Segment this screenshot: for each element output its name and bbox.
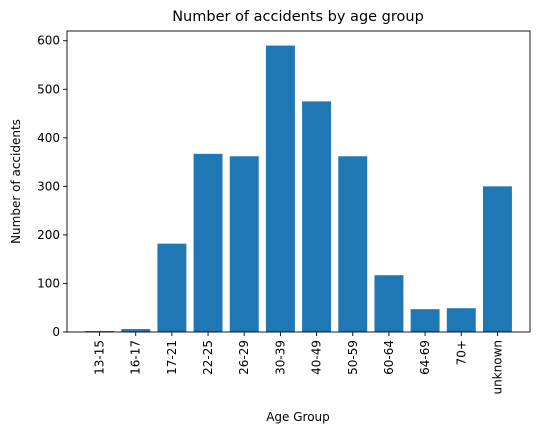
- bar-22-25: [193, 153, 223, 332]
- x-tick-label-64-69: 64-69: [418, 340, 432, 375]
- x-tick-label-70+: 70+: [454, 340, 468, 365]
- chart-title: Number of accidents by age group: [172, 9, 424, 25]
- bar-30-39: [265, 45, 295, 333]
- x-tick-label-13-15: 13-15: [93, 340, 107, 375]
- bar-17-21: [157, 243, 187, 332]
- x-tick-label-50-59: 50-59: [346, 340, 360, 375]
- x-tick-label-unknown: unknown: [490, 340, 504, 395]
- bar-40-49: [302, 101, 332, 332]
- y-axis-ticks: 0 100 200 300 400 500 600: [37, 34, 67, 339]
- x-tick-label-40-49: 40-49: [310, 340, 324, 375]
- y-tick-label: 400: [37, 131, 60, 145]
- x-tick-label-26-29: 26-29: [237, 340, 251, 375]
- bars-group: [85, 45, 512, 333]
- bar-50-59: [338, 156, 368, 332]
- plot-frame: [66, 30, 531, 333]
- bar-26-29: [229, 156, 259, 332]
- bar-70+: [446, 308, 476, 332]
- y-tick-label: 600: [37, 34, 60, 48]
- x-axis-ticks: 13-15 16-17 17-21 22-25 26-29 30-39 40-49 50-59…: [93, 332, 504, 395]
- x-tick-label-30-39: 30-39: [273, 340, 287, 375]
- y-tick-label: 200: [37, 228, 60, 242]
- bar-64-69: [410, 309, 440, 332]
- bar-16-17: [121, 329, 151, 332]
- bar-unknown: [482, 186, 512, 332]
- x-tick-label-60-64: 60-64: [382, 340, 396, 375]
- x-axis-label: Age Group: [266, 410, 330, 424]
- y-tick-label: 0: [52, 325, 60, 339]
- x-tick-label-17-21: 17-21: [165, 340, 179, 375]
- bar-13-15: [85, 331, 115, 332]
- x-tick-label-22-25: 22-25: [201, 340, 215, 375]
- y-tick-label: 500: [37, 82, 60, 96]
- y-axis-label: Number of accidents: [9, 119, 23, 244]
- x-tick-label-16-17: 16-17: [129, 340, 143, 375]
- y-tick-label: 300: [37, 179, 60, 193]
- bar-60-64: [374, 275, 404, 332]
- y-tick-label: 100: [37, 276, 60, 290]
